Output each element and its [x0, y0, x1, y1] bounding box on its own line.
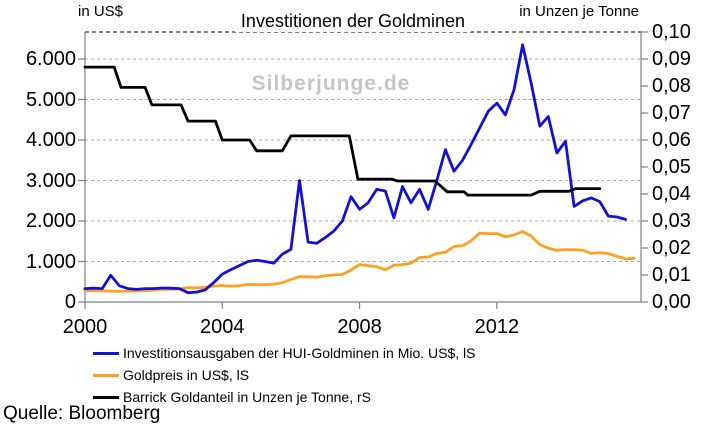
watermark: Silberjunge.de: [251, 72, 411, 95]
left-axis-tick-label: 3.000: [25, 169, 76, 192]
legend-item: Goldpreis in US$, lS: [93, 364, 476, 386]
left-axis-tick-label: 6.000: [25, 48, 76, 70]
x-axis-tick-label: 2012: [474, 316, 520, 338]
left-axis-tick-label: 5.000: [25, 88, 76, 111]
legend-label: Goldpreis in US$, lS: [123, 367, 250, 383]
legend-label: Investitionsausgaben der HUI-Goldminen i…: [123, 345, 476, 361]
left-axis-tick-label: 1.000: [25, 250, 76, 273]
legend-item: Barrick Goldanteil in Unzen je Tonne, rS: [93, 386, 476, 408]
right-axis-tick-label: 0,01: [652, 264, 691, 286]
legend: Investitionsausgaben der HUI-Goldminen i…: [93, 342, 476, 408]
left-axis-tick-label: 0: [64, 291, 76, 313]
chart-title: Investitionen der Goldminen: [234, 11, 472, 32]
legend-line-sample: [93, 351, 119, 355]
legend-line-sample: [93, 373, 119, 377]
right-axis-header: in Unzen je Tonne: [519, 3, 639, 20]
x-axis-tick-label: 2008: [337, 316, 382, 338]
right-axis-tick-label: 0,10: [652, 21, 691, 43]
right-axis-tick-label: 0,05: [652, 156, 691, 178]
right-axis-tick-label: 0,06: [652, 129, 691, 151]
legend-item: Investitionsausgaben der HUI-Goldminen i…: [93, 342, 476, 364]
series-line: [83, 65, 602, 197]
left-axis-tick-label: 4.000: [25, 129, 76, 151]
series-line: [83, 43, 627, 295]
legend-line-sample: [93, 395, 119, 399]
right-axis-tick-label: 0,04: [652, 183, 691, 205]
legend-label: Barrick Goldanteil in Unzen je Tonne, rS: [123, 389, 371, 405]
source-note: Quelle: Bloomberg: [3, 403, 161, 424]
right-axis-tick-label: 0,03: [652, 210, 691, 232]
right-axis-tick-label: 0,09: [652, 48, 691, 70]
left-axis-header: in US$: [78, 3, 124, 20]
x-axis-tick-label: 2000: [62, 316, 108, 338]
series-line: [83, 230, 636, 293]
right-axis-tick-label: 0,08: [652, 75, 691, 97]
x-axis-tick-label: 2004: [200, 316, 245, 338]
right-axis-tick-label: 0,02: [652, 237, 691, 259]
right-axis-tick-label: 0,00: [652, 291, 691, 313]
left-axis-tick-label: 2.000: [25, 210, 76, 232]
right-axis-tick-label: 0,07: [652, 102, 691, 124]
